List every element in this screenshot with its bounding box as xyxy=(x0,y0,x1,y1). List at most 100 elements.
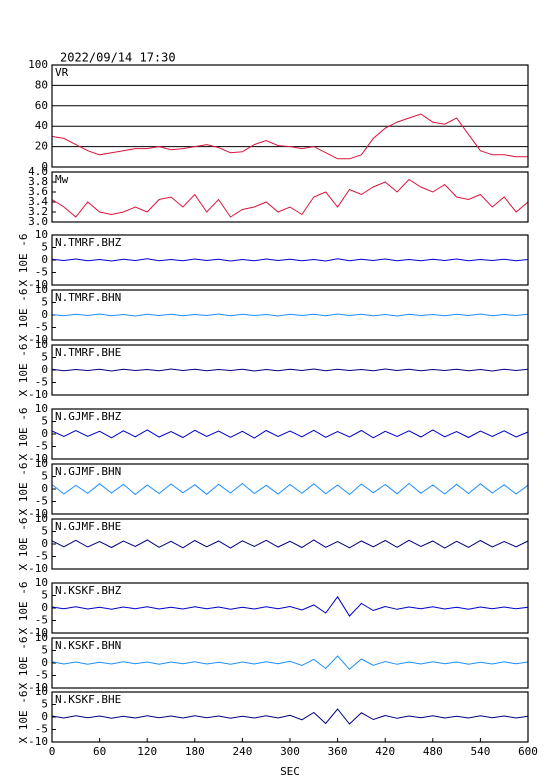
y-axis-label: X 10E -6 xyxy=(17,637,30,690)
panel-label: N.TMRF.BHZ xyxy=(55,236,122,249)
y-axis-label: X 10E -6 xyxy=(17,582,30,635)
panel-frame xyxy=(51,463,529,515)
x-tick-label: 240 xyxy=(232,745,252,758)
panel-frame xyxy=(51,637,529,689)
y-tick-label: 0 xyxy=(41,160,48,173)
y-axis-label: X 10E -6 xyxy=(17,463,30,516)
y-axis-label: X 10E -6 xyxy=(17,691,30,744)
y-axis-label: X 10E -6 xyxy=(17,289,30,342)
y-tick-label: 5 xyxy=(41,351,48,364)
data-line xyxy=(51,113,528,160)
data-line xyxy=(51,539,529,549)
y-tick-label: 0 xyxy=(41,601,48,614)
data-line xyxy=(51,595,529,617)
y-tick-label: -10 xyxy=(28,735,48,748)
y-tick-label: 5 xyxy=(41,296,48,309)
y-tick-label: -10 xyxy=(28,562,48,575)
panel-frame xyxy=(51,691,529,743)
panel-frame xyxy=(51,344,529,396)
y-tick-label: 10 xyxy=(35,338,48,351)
y-tick-label: -5 xyxy=(35,495,48,508)
y-tick-label: -10 xyxy=(28,681,48,694)
data-line xyxy=(51,313,529,317)
y-tick-label: 5 xyxy=(41,415,48,428)
y-tick-label: 0 xyxy=(41,363,48,376)
y-tick-label: -10 xyxy=(28,278,48,291)
panel-label: N.KSKF.BHZ xyxy=(55,584,122,597)
panel-label: N.GJMF.BHZ xyxy=(55,410,122,423)
y-tick-label: 10 xyxy=(35,512,48,525)
y-tick-label: 3.2 xyxy=(28,205,48,218)
x-tick-label: 480 xyxy=(423,745,443,758)
y-tick-label: 5 xyxy=(41,470,48,483)
y-tick-label: 10 xyxy=(35,402,48,415)
panel-frame xyxy=(51,518,529,570)
panel-frame xyxy=(51,408,529,460)
y-tick-label: -10 xyxy=(28,333,48,346)
panel-frame xyxy=(51,289,529,341)
y-tick-label: 0 xyxy=(41,427,48,440)
panel-frame xyxy=(51,582,529,634)
x-tick-label: 540 xyxy=(470,745,490,758)
data-line xyxy=(51,655,529,670)
panel-frame xyxy=(51,64,529,168)
y-tick-label: 3.8 xyxy=(28,175,48,188)
y-tick-label: 5 xyxy=(41,525,48,538)
y-tick-label: -10 xyxy=(28,626,48,639)
y-tick-label: 3.4 xyxy=(28,195,48,208)
panel-label: N.TMRF.BHE xyxy=(55,346,121,359)
y-tick-label: -5 xyxy=(35,440,48,453)
y-tick-label: -5 xyxy=(35,376,48,389)
panel-label: N.GJMF.BHN xyxy=(55,465,121,478)
y-axis-label: X 10E -6 xyxy=(17,234,30,287)
y-tick-label: -5 xyxy=(35,550,48,563)
data-line xyxy=(51,178,529,218)
y-tick-label: 0 xyxy=(41,656,48,669)
x-tick-label: 300 xyxy=(280,745,300,758)
y-axis-label: X 10E -6 xyxy=(17,518,30,571)
y-axis-label: X 10E -6 xyxy=(17,408,30,461)
y-tick-label: 10 xyxy=(35,631,48,644)
y-tick-label: -5 xyxy=(35,723,48,736)
y-tick-label: 4.0 xyxy=(28,165,48,178)
y-tick-label: -5 xyxy=(35,321,48,334)
y-tick-label: 5 xyxy=(41,698,48,711)
y-tick-label: 100 xyxy=(28,58,48,71)
y-tick-label: -10 xyxy=(28,452,48,465)
y-tick-label: 3.6 xyxy=(28,185,48,198)
y-tick-label: 10 xyxy=(35,457,48,470)
y-tick-label: -5 xyxy=(35,669,48,682)
data-line xyxy=(51,708,529,725)
y-tick-label: 20 xyxy=(35,140,48,153)
y-tick-label: 40 xyxy=(35,119,48,132)
y-tick-label: -10 xyxy=(28,507,48,520)
y-tick-label: 0 xyxy=(41,482,48,495)
x-tick-label: 180 xyxy=(185,745,205,758)
y-tick-label: 5 xyxy=(41,589,48,602)
y-tick-label: 80 xyxy=(35,78,48,91)
data-line xyxy=(51,429,529,439)
y-tick-label: 0 xyxy=(41,710,48,723)
panel-label: N.KSKF.BHN xyxy=(55,639,121,652)
x-tick-label: 360 xyxy=(328,745,348,758)
panel-label: N.TMRF.BHN xyxy=(55,291,121,304)
data-line xyxy=(51,258,529,262)
chart-title: 2022/09/14 17:30 xyxy=(60,51,176,65)
panel-frame xyxy=(51,171,529,223)
x-tick-label: 120 xyxy=(137,745,157,758)
panel-label: N.KSKF.BHE xyxy=(55,693,121,706)
x-tick-label: 420 xyxy=(375,745,395,758)
y-tick-label: -10 xyxy=(28,388,48,401)
y-tick-label: 0 xyxy=(41,537,48,550)
panel-label: VR xyxy=(55,66,69,79)
y-tick-label: 10 xyxy=(35,228,48,241)
y-tick-label: -5 xyxy=(35,614,48,627)
y-tick-label: 5 xyxy=(41,644,48,657)
x-tick-label: 60 xyxy=(93,745,106,758)
panel-frame xyxy=(51,234,529,286)
x-tick-label: 600 xyxy=(518,745,538,758)
y-axis-label: X 10E -6 xyxy=(17,344,30,397)
y-tick-label: 0 xyxy=(41,308,48,321)
